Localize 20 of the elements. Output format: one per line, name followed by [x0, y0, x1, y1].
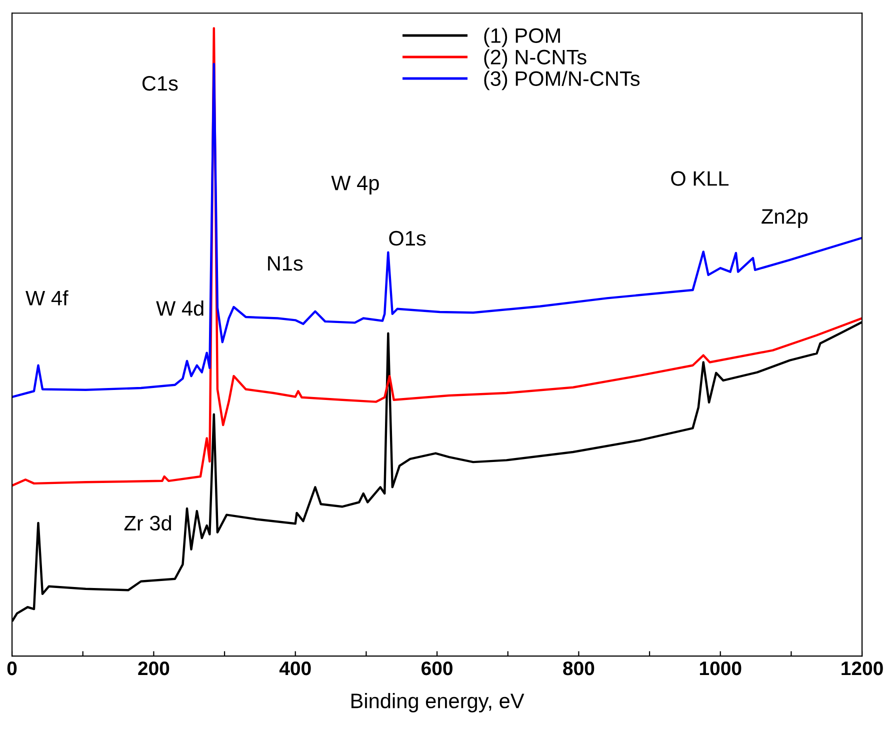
annotation: Zr 3d — [124, 515, 172, 531]
legend-label: (1) POM — [484, 28, 560, 48]
annotation: O1s — [389, 230, 426, 246]
annotation: W 4f — [26, 290, 68, 306]
annotation: C1s — [142, 76, 178, 91]
x-tick-label: 200 — [138, 661, 170, 676]
x-tick-label: 0 — [7, 661, 17, 676]
annotation: W 4d — [156, 300, 204, 316]
x-tick-label: 400 — [279, 661, 311, 676]
x-tick-label: 1000 — [700, 661, 742, 676]
annotation: W 4p — [331, 176, 379, 195]
annotation: N1s — [268, 256, 303, 271]
legend-label: (3) POM/N-CNTs — [484, 70, 640, 90]
x-tick-label: 1200 — [842, 661, 883, 676]
x-tick-label: 600 — [422, 661, 452, 676]
legend-label: (2) N-CNTs — [484, 49, 586, 69]
x-axis-title: Binding energy, eV — [351, 692, 524, 712]
annotation: Zn2p — [762, 209, 808, 228]
x-tick-label: 800 — [563, 661, 594, 676]
annotation: O KLL — [671, 171, 729, 186]
